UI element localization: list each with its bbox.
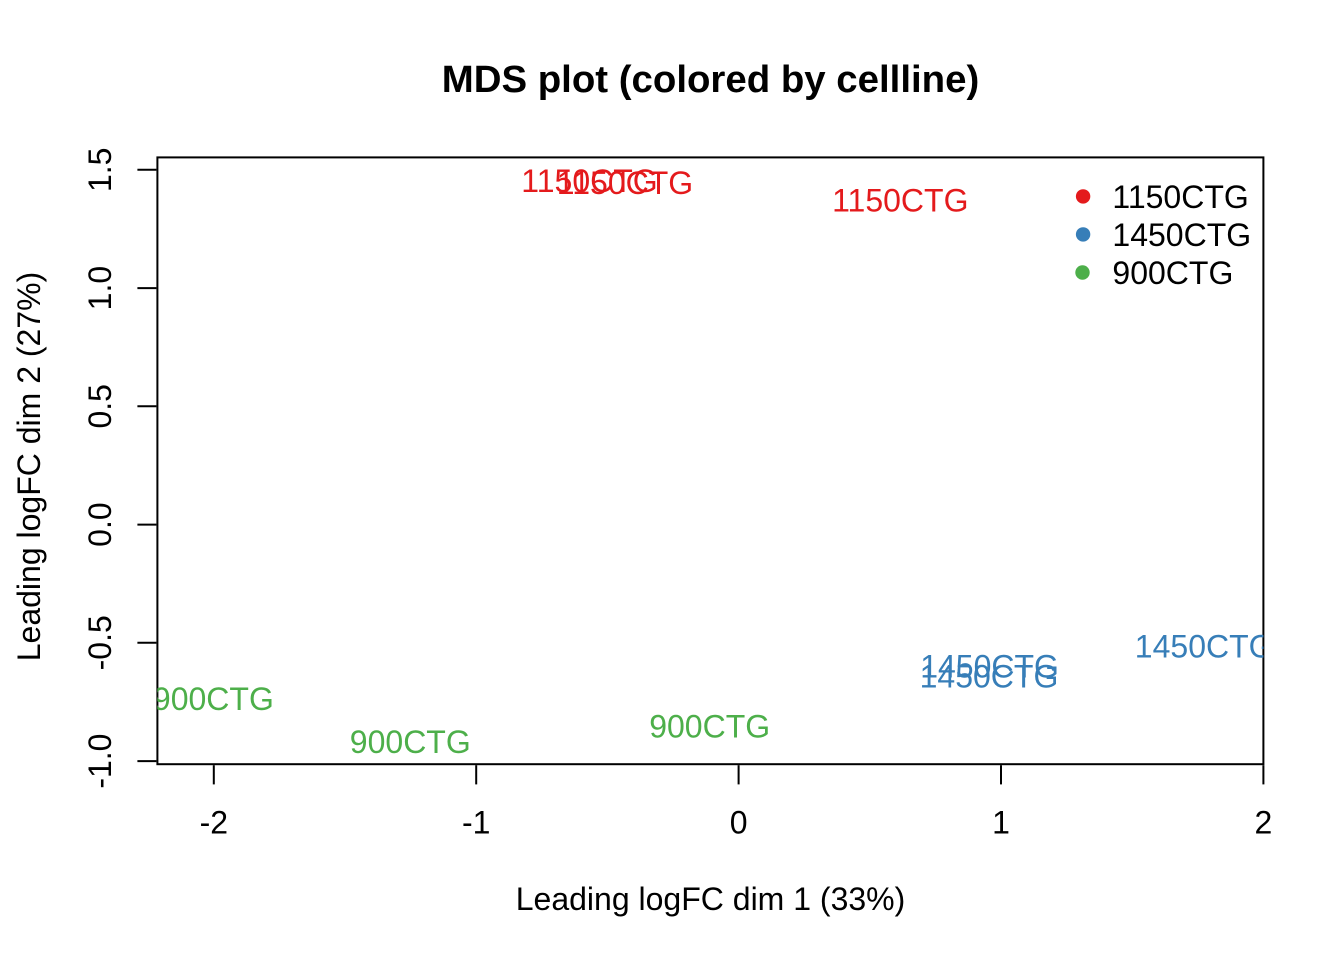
svg-text:0.0: 0.0	[82, 502, 118, 546]
svg-text:1450CTG: 1450CTG	[920, 658, 1059, 694]
svg-text:2: 2	[1255, 805, 1273, 841]
svg-text:-1.0: -1.0	[82, 734, 118, 789]
svg-text:900CTG: 900CTG	[649, 708, 770, 744]
svg-text:0: 0	[730, 805, 748, 841]
svg-text:1150CTG: 1150CTG	[557, 165, 693, 201]
svg-text:-2: -2	[200, 805, 228, 841]
svg-text:1.0: 1.0	[82, 266, 118, 310]
svg-text:1: 1	[992, 805, 1010, 841]
svg-text:1450CTG: 1450CTG	[920, 648, 1059, 684]
svg-text:1150CTG: 1150CTG	[521, 163, 657, 199]
svg-text:MDS plot (colored by cellline): MDS plot (colored by cellline)	[442, 58, 980, 101]
svg-text:900CTG: 900CTG	[153, 681, 274, 717]
svg-text:1150CTG: 1150CTG	[1112, 179, 1248, 215]
svg-text:1150CTG: 1150CTG	[832, 183, 968, 219]
svg-text:900CTG: 900CTG	[1112, 255, 1233, 291]
svg-text:-0.5: -0.5	[82, 615, 118, 670]
svg-text:Leading logFC dim 1 (33%): Leading logFC dim 1 (33%)	[516, 881, 906, 917]
svg-text:-1: -1	[462, 805, 490, 841]
svg-text:0.5: 0.5	[82, 384, 118, 428]
svg-text:Leading logFC dim 2 (27%): Leading logFC dim 2 (27%)	[11, 272, 47, 662]
svg-text:900CTG: 900CTG	[350, 724, 471, 760]
svg-text:1450CTG: 1450CTG	[1112, 217, 1251, 253]
svg-text:1450CTG: 1450CTG	[1135, 629, 1274, 665]
svg-text:1.5: 1.5	[82, 148, 118, 192]
